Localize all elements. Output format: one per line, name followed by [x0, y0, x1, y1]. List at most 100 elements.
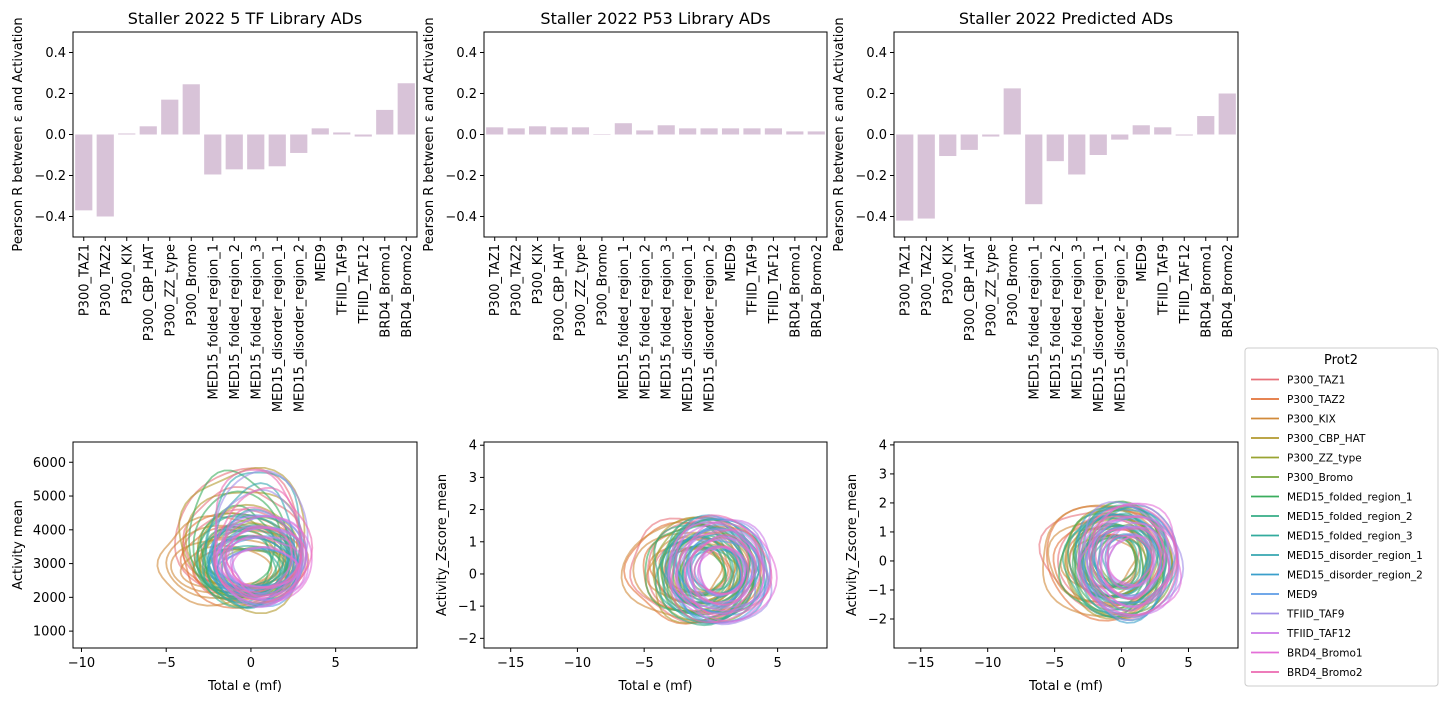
y-tick-label: 0.4	[456, 46, 477, 61]
bar	[1003, 88, 1021, 135]
contour-line	[674, 528, 762, 617]
legend-entry: P300_Bromo	[1287, 472, 1353, 484]
contour-line	[668, 521, 778, 623]
bar	[1025, 134, 1043, 205]
x-tick-label: TFIID_TAF12	[1178, 244, 1193, 324]
y-tick-label: 0	[879, 554, 887, 569]
y-tick-label: −0.4	[445, 210, 477, 225]
x-tick-label: MED15_folded_region_1	[206, 244, 221, 400]
y-tick-label: −0.2	[855, 169, 887, 184]
x-tick-label: MED15_disorder_region_1	[681, 244, 696, 412]
contour-line	[213, 468, 314, 603]
bar	[529, 126, 547, 135]
bar	[550, 127, 568, 135]
x-tick-label: MED9	[1135, 244, 1150, 282]
axes-frame	[893, 441, 1239, 649]
y-tick-label: 4	[879, 438, 887, 453]
contour-line	[201, 528, 273, 591]
legend-entry: TFIID_TAF9	[1286, 609, 1344, 621]
contour-line	[669, 514, 773, 624]
y-axis-label: Pearson R between ε and Activation	[832, 17, 847, 251]
y-tick-label: 3	[879, 467, 887, 482]
bar	[1197, 116, 1215, 135]
x-tick-label: P300_ZZ_type	[984, 244, 999, 337]
x-tick-label: MED15_folded_region_1	[617, 244, 632, 400]
contour-line	[1094, 527, 1162, 601]
bar	[571, 127, 590, 135]
x-tick-label: P300_TAZ1	[898, 244, 913, 316]
x-tick-label: P300_CBP_HAT	[142, 244, 157, 341]
x-tick-label: MED15_folded_region_2	[638, 244, 653, 400]
x-tick-label: −15	[497, 656, 524, 671]
bar	[268, 134, 286, 167]
x-tick-label: −5	[635, 656, 654, 671]
bar	[982, 134, 1000, 137]
y-axis-label: Pearson R between ε and Activation	[422, 17, 437, 251]
y-tick-label: −0.4	[855, 210, 887, 225]
bar	[1111, 134, 1129, 140]
y-tick-label: 0.0	[456, 128, 477, 143]
legend-entry: MED15_folded_region_1	[1287, 492, 1413, 504]
y-tick-label: 6000	[33, 456, 66, 471]
legend-entry: P300_CBP_HAT	[1287, 433, 1366, 445]
x-tick-label: −10	[564, 656, 591, 671]
bar	[118, 133, 136, 135]
bar	[679, 128, 697, 135]
x-tick-label: MED15_folded_region_2	[228, 244, 243, 400]
chart-title: Staller 2022 P53 Library ADs	[540, 9, 770, 28]
contour-line	[693, 545, 743, 595]
y-tick-label: 2	[469, 503, 477, 518]
legend-entry: MED15_disorder_region_1	[1287, 550, 1423, 562]
x-tick-label: MED9	[724, 244, 739, 282]
x-tick-label: P300_KIX	[941, 244, 956, 305]
chart-title: Staller 2022 Predicted ADs	[959, 9, 1173, 28]
legend-entry: BRD4_Bromo1	[1287, 648, 1363, 660]
x-tick-label: −15	[907, 656, 934, 671]
x-tick-label: P300_TAZ1	[488, 244, 503, 316]
bar	[161, 99, 179, 135]
x-tick-label: P300_KIX	[531, 244, 546, 305]
bar	[593, 134, 611, 135]
legend-entry: P300_ZZ_type	[1287, 453, 1362, 465]
bar	[225, 134, 243, 170]
y-axis-label: Activity_Zscore_mean	[845, 474, 860, 616]
y-tick-label: −1	[458, 600, 477, 615]
y-tick-label: −0.2	[445, 169, 477, 184]
x-tick-label: P300_TAZ2	[510, 244, 525, 316]
x-tick-label: MED15_disorder_region_1	[1092, 244, 1107, 412]
bar	[182, 84, 200, 135]
bar	[764, 128, 782, 135]
x-tick-label: MED15_folded_region_3	[660, 244, 675, 400]
y-tick-label: −2	[458, 632, 477, 647]
x-tick-label: MED15_disorder_region_2	[292, 244, 307, 412]
bar	[1068, 134, 1086, 175]
x-tick-label: −10	[974, 656, 1001, 671]
bar	[721, 128, 740, 135]
x-tick-label: P300_CBP_HAT	[553, 244, 568, 341]
y-tick-label: 4000	[33, 523, 66, 538]
legend-entry: TFIID_TAF12	[1286, 628, 1351, 640]
axes-frame	[483, 441, 828, 649]
bar	[333, 132, 351, 135]
y-tick-label: −0.2	[34, 169, 66, 184]
contour-lines	[620, 514, 778, 627]
contour-line	[690, 536, 758, 606]
bar	[896, 134, 914, 221]
x-tick-label: 0	[1117, 656, 1125, 671]
y-axis-label: Activity mean	[11, 500, 26, 590]
bar	[75, 134, 93, 211]
contour-line	[676, 528, 765, 612]
bar	[376, 109, 394, 135]
legend-entry: MED15_disorder_region_2	[1287, 570, 1423, 582]
y-tick-label: 2	[879, 496, 887, 511]
x-tick-label: TFIID_TAF12	[357, 244, 372, 324]
y-tick-label: 2000	[33, 591, 66, 606]
contour-line	[225, 536, 298, 599]
x-tick-label: P300_TAZ1	[77, 244, 92, 316]
x-tick-label: BRD4_Bromo2	[810, 244, 825, 338]
legend-frame	[1244, 347, 1439, 687]
contour-line	[225, 526, 293, 590]
bar	[204, 134, 222, 175]
contour-line	[667, 519, 772, 624]
x-tick-label: 5	[332, 656, 340, 671]
